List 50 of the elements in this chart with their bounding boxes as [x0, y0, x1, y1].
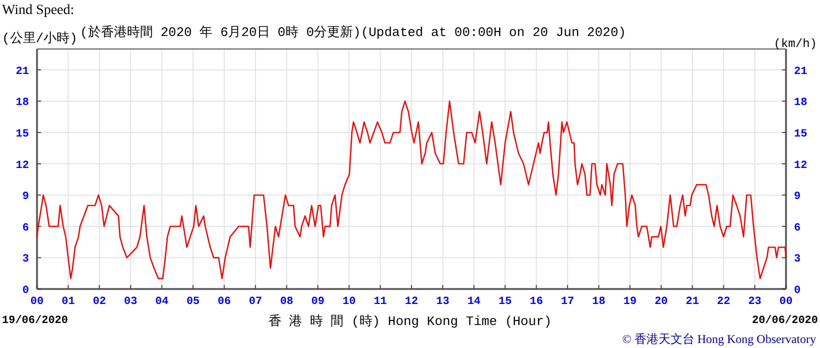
line-series	[36, 100, 787, 280]
y2-axis-title: (km/h)	[774, 37, 817, 51]
text: 19/06/2020	[2, 315, 68, 327]
x-tick-label: 00	[779, 296, 793, 308]
x-tick-label: 00	[30, 296, 44, 308]
x-tick-label: 17	[560, 296, 574, 308]
y2-tick-label: 0	[794, 285, 801, 297]
y2-tick-label: 6	[794, 222, 801, 234]
y-tick-label: 12	[16, 160, 29, 172]
y2-tick-label: 21	[794, 66, 808, 78]
x-tick-label: 03	[124, 296, 138, 308]
x-tick-label: 15	[498, 296, 512, 308]
x-tick-label: 04	[155, 296, 169, 308]
y2-tick-label: 9	[794, 191, 801, 204]
y2-tick-label: 3	[794, 254, 801, 266]
x-tick-label: 19	[623, 296, 637, 308]
x-tick-label: 14	[467, 296, 481, 308]
y-tick-label: 0	[22, 285, 29, 297]
text: © 香港天文台 Hong Kong Observatory	[622, 332, 816, 346]
y-tick-label: 15	[16, 128, 30, 140]
x-tick-label: 16	[530, 296, 543, 308]
x-tick-label: 22	[716, 296, 730, 308]
x-tick-label: 08	[280, 296, 294, 308]
y-tick-label: 18	[16, 97, 30, 110]
y-tick-label: 21	[16, 66, 30, 78]
x-tick-label: 06	[218, 296, 231, 308]
x-tick-label: 21	[686, 296, 700, 308]
y-tick-label: 6	[22, 222, 29, 234]
x-tick-label: 13	[436, 296, 450, 308]
x-tick-label: 02	[92, 296, 106, 308]
y-tick-label: 3	[22, 254, 30, 266]
x-tick-label: 05	[186, 296, 200, 308]
y-axis-title: (公里/小時)	[2, 31, 78, 46]
text: 20/06/2020	[752, 315, 818, 327]
x-tick-label: 07	[248, 296, 262, 308]
x-tick-label: 01	[62, 296, 76, 308]
x-tick-label: 09	[311, 296, 324, 308]
chart-subtitle: (於香港時間 2020 年 6月20日 0時 0分更新)(Updated at 00:00H on 20 Jun 2020)	[80, 25, 626, 40]
y2-tick-label: 15	[794, 128, 808, 140]
x-tick-label: 11	[374, 296, 388, 308]
x-tick-label: 23	[748, 296, 762, 308]
x-tick-label: 12	[404, 296, 418, 308]
y-tick-label: 9	[22, 191, 29, 204]
y2-tick-label: 12	[794, 160, 808, 172]
chart-title: Wind Speed:	[2, 3, 74, 18]
y2-tick-label: 18	[794, 97, 808, 110]
x-axis-title: 香 港 時 間 (時) Hong Kong Time (Hour)	[268, 314, 552, 329]
x-tick-label: 18	[592, 296, 606, 308]
x-tick-label: 10	[342, 296, 356, 308]
x-tick-label: 20	[654, 296, 668, 308]
